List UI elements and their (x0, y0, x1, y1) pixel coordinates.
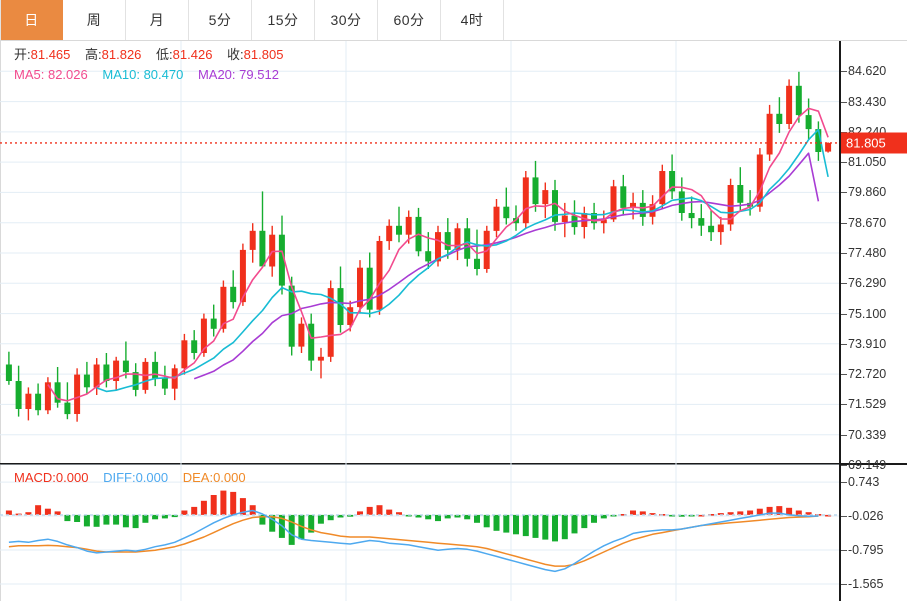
chart-left-border (0, 41, 1, 601)
price-axis-tick: 84.620 (848, 64, 887, 79)
tab-30min[interactable]: 30分 (315, 0, 378, 40)
price-axis-tickmark (841, 404, 847, 406)
tab-5min[interactable]: 5分 (189, 0, 252, 40)
tab-15min[interactable]: 15分 (252, 0, 315, 40)
price-axis-tick: 70.339 (848, 427, 887, 442)
macd-axis-tick: 0.743 (848, 475, 880, 490)
macd-axis-tickmark (841, 584, 847, 585)
tab-week[interactable]: 周 (63, 0, 126, 40)
price-axis-tick: 72.720 (848, 367, 887, 382)
tab-4hour[interactable]: 4时 (441, 0, 504, 40)
tab-bar-filler (504, 0, 907, 40)
price-axis-tickmark (841, 465, 847, 466)
macd-axis-tick: -0.026 (848, 509, 884, 523)
price-axis-divider (839, 41, 841, 465)
price-axis-tick: 77.480 (848, 246, 887, 260)
price-axis-tick: 79.860 (848, 185, 887, 200)
price-axis-tickmark (841, 343, 847, 345)
macd-axis-tickmark (841, 516, 847, 517)
tab-label: 4时 (460, 12, 484, 28)
price-axis-tickmark (841, 374, 847, 376)
period-tab-bar: 日 周 月 5分 15分 30分 60分 4时 (0, 0, 907, 41)
macd-panel[interactable]: MACD:0.000 DIFF:0.000 DEA:0.000 0.743 -0.… (0, 465, 907, 601)
macd-axis-tickmark (841, 482, 847, 484)
tab-month[interactable]: 月 (126, 0, 189, 40)
tab-day[interactable]: 日 (0, 0, 63, 40)
macd-plot (0, 465, 839, 601)
price-axis-tick: 76.290 (848, 276, 887, 291)
candlestick-plot (0, 41, 839, 465)
price-axis-tickmark (841, 192, 847, 194)
price-axis-tick: 78.670 (848, 215, 887, 230)
tab-label: 30分 (330, 12, 362, 28)
price-axis-tickmark (841, 313, 847, 315)
chart-area: 开:81.465 高:81.826 低:81.426 收:81.805 MA5:… (0, 41, 907, 601)
price-axis-tick: 71.529 (848, 397, 887, 412)
macd-axis-tickmark (841, 550, 847, 551)
macd-axis-tick: -0.795 (848, 543, 884, 557)
price-axis-tickmark (841, 222, 847, 224)
price-axis-tick: 81.050 (848, 155, 887, 170)
macd-axis-divider (839, 465, 841, 601)
price-axis-tickmark (841, 283, 847, 285)
price-axis-tick: 73.910 (848, 336, 887, 351)
tab-label: 5分 (208, 12, 232, 28)
price-axis-tickmark (841, 434, 847, 436)
tab-60min[interactable]: 60分 (378, 0, 441, 40)
price-axis-tick: 83.430 (848, 94, 887, 109)
price-panel[interactable]: 开:81.465 高:81.826 低:81.426 收:81.805 MA5:… (0, 41, 907, 472)
tab-label: 15分 (267, 12, 299, 28)
macd-axis-tick: -1.565 (848, 577, 884, 591)
tab-label: 周 (86, 12, 102, 28)
current-price-badge: 81.805 (841, 132, 907, 154)
price-axis-tickmark (841, 253, 847, 254)
price-axis-tickmark (841, 162, 847, 164)
tab-label: 月 (149, 12, 165, 28)
price-axis-tickmark (841, 101, 847, 103)
tab-label: 60分 (393, 12, 425, 28)
tab-label: 日 (24, 12, 39, 28)
price-axis-tick: 75.100 (848, 306, 887, 321)
price-axis-tickmark (841, 71, 847, 73)
